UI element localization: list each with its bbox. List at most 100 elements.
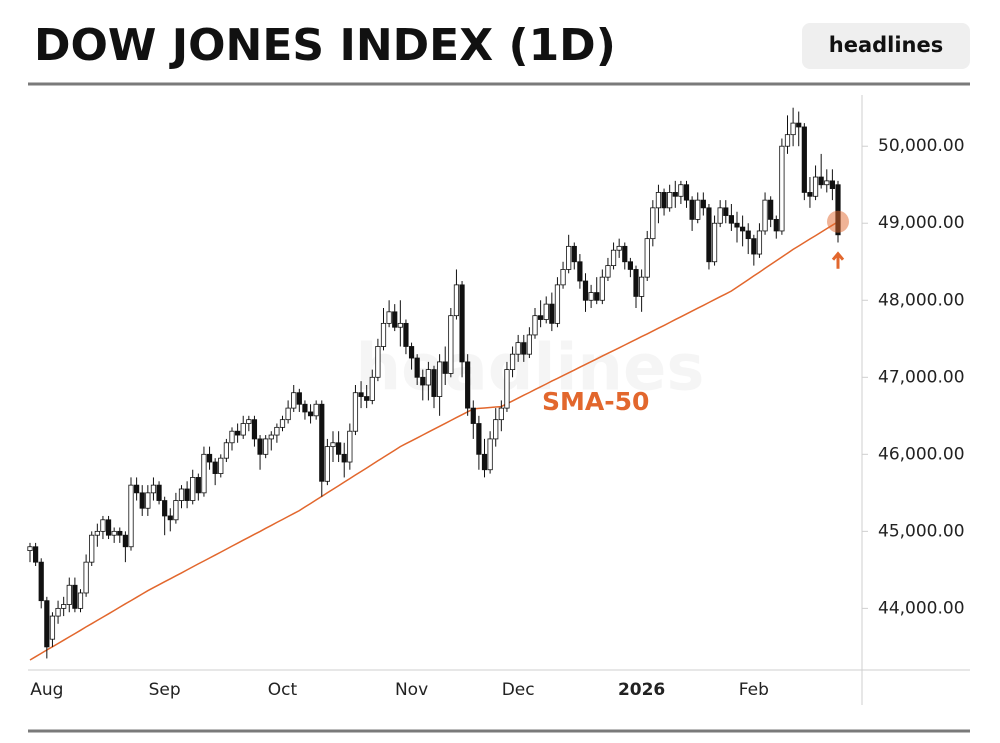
candle-body xyxy=(251,419,258,440)
candle-body xyxy=(521,342,527,355)
candle-body xyxy=(201,453,207,494)
candle-body xyxy=(784,134,791,147)
candle-body xyxy=(728,215,734,224)
candle-body xyxy=(538,315,544,320)
candle-body xyxy=(386,311,392,324)
candle-body xyxy=(296,392,302,405)
candle-body xyxy=(425,369,431,386)
candle-body xyxy=(352,392,359,432)
y-tick-label: 47,000.00 xyxy=(878,367,965,387)
candle-body xyxy=(723,207,729,216)
candle-body xyxy=(128,484,134,548)
candle-body xyxy=(616,245,622,251)
candle-body xyxy=(414,357,420,378)
candle-body xyxy=(655,192,662,209)
x-tick-label: 2026 xyxy=(618,680,665,700)
y-tick-label: 49,000.00 xyxy=(878,213,965,233)
candle-body xyxy=(812,176,819,197)
candle-body xyxy=(487,438,493,471)
x-tick-label: Aug xyxy=(30,680,63,700)
candle-body xyxy=(246,419,252,424)
candle-body xyxy=(543,303,549,320)
candle-body xyxy=(364,396,370,401)
candle-body xyxy=(408,346,415,359)
candle-body xyxy=(465,361,471,409)
candle-body xyxy=(700,199,706,209)
sma-label: SMA-50 xyxy=(542,387,649,416)
x-tick-label: Sep xyxy=(149,680,181,700)
candle-body xyxy=(796,122,802,128)
candle-body xyxy=(77,592,84,609)
candle-body xyxy=(481,453,488,471)
candle-body xyxy=(105,519,112,536)
candle-body xyxy=(582,280,589,301)
candle-body xyxy=(134,484,140,494)
candle-body xyxy=(319,403,325,482)
sma-line xyxy=(29,221,839,661)
x-tick-label: Nov xyxy=(395,680,428,700)
candle-body xyxy=(257,438,263,455)
candle-body xyxy=(470,407,476,424)
candle-body xyxy=(549,303,555,324)
candle-body xyxy=(397,322,403,328)
candle-body xyxy=(162,500,168,517)
candle-body xyxy=(605,265,611,278)
chart-title: DOW JONES INDEX (1D) xyxy=(34,20,616,71)
x-tick-label: Oct xyxy=(268,680,298,700)
candle-body xyxy=(498,407,504,421)
candle-body xyxy=(644,238,650,278)
candle-body xyxy=(324,446,330,482)
highlight-marker xyxy=(827,210,849,233)
candle-body xyxy=(627,261,633,270)
candle-body xyxy=(762,199,768,232)
candle-body xyxy=(173,500,179,521)
candle-body xyxy=(240,423,246,436)
candle-body xyxy=(504,369,510,409)
candle-body xyxy=(734,222,740,228)
candle-body xyxy=(779,145,785,232)
candle-body xyxy=(285,407,291,421)
y-tick-label: 45,000.00 xyxy=(878,521,965,541)
candle-body xyxy=(554,284,561,324)
candle-body xyxy=(526,334,532,355)
y-tick-label: 44,000.00 xyxy=(878,598,965,618)
x-tick-label: Feb xyxy=(739,680,769,700)
candle-body xyxy=(829,180,835,189)
candle-body xyxy=(150,484,157,494)
candle-body xyxy=(139,492,145,509)
candle-body xyxy=(706,207,712,263)
candle-body xyxy=(437,361,443,397)
candle-body xyxy=(145,492,151,509)
candle-body xyxy=(532,315,538,336)
candle-body xyxy=(218,457,224,474)
candle-body xyxy=(279,419,286,428)
candle-body xyxy=(695,199,701,220)
candle-body xyxy=(190,477,196,501)
candle-body xyxy=(773,218,779,232)
candle-body xyxy=(336,442,342,455)
candle-body xyxy=(341,453,347,463)
candle-body xyxy=(768,199,774,220)
headlines-button[interactable] xyxy=(802,23,970,69)
candle-body xyxy=(61,604,67,609)
candle-body xyxy=(72,584,78,609)
button-label[interactable]: headlines xyxy=(829,33,944,57)
candle-body xyxy=(442,361,448,374)
candle-body xyxy=(235,430,241,436)
candle-body xyxy=(571,245,577,263)
candle-body xyxy=(594,292,600,301)
candle-body xyxy=(89,534,95,563)
candle-body xyxy=(683,184,690,201)
candle-body xyxy=(448,315,454,374)
candle-body xyxy=(453,284,460,317)
candle-body xyxy=(94,530,100,536)
candle-body xyxy=(55,607,61,617)
candle-body xyxy=(509,353,516,370)
y-tick-label: 48,000.00 xyxy=(878,290,965,310)
candle-body xyxy=(756,230,763,255)
candle-body xyxy=(375,346,381,378)
candle-body xyxy=(661,192,667,209)
candle-body xyxy=(420,376,426,386)
